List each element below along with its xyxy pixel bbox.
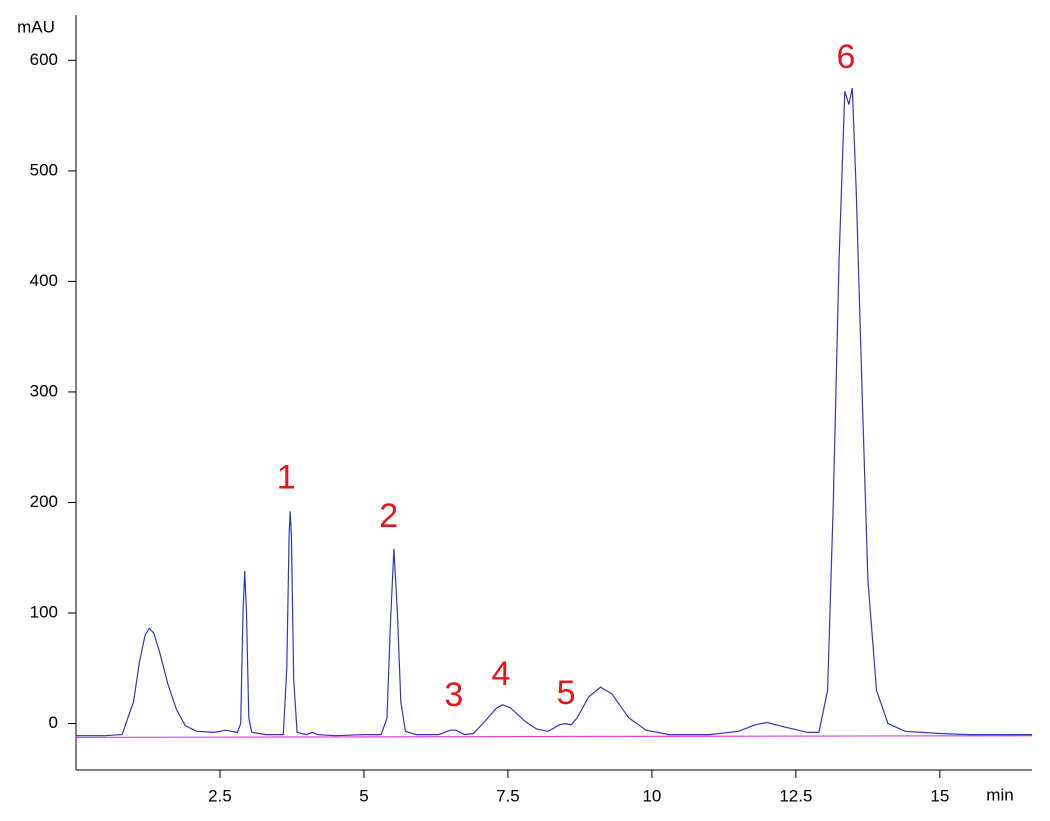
y-tick-label: 500 bbox=[30, 160, 58, 179]
y-tick-label: 0 bbox=[49, 713, 58, 732]
peak-label: 6 bbox=[837, 38, 856, 76]
y-tick-label: 600 bbox=[30, 50, 58, 69]
y-axis-label: mAU bbox=[17, 17, 55, 36]
x-tick-label: 5 bbox=[359, 786, 368, 805]
peak-label: 4 bbox=[492, 655, 511, 693]
x-tick-label: 2.5 bbox=[208, 786, 232, 805]
y-tick-label: 200 bbox=[30, 492, 58, 511]
peak-label: 5 bbox=[557, 674, 576, 712]
x-tick-label: 10 bbox=[642, 786, 661, 805]
y-tick-label: 300 bbox=[30, 381, 58, 400]
peak-label: 2 bbox=[379, 497, 398, 535]
y-tick-label: 400 bbox=[30, 271, 58, 290]
x-tick-label: 12.5 bbox=[779, 786, 812, 805]
trace bbox=[75, 735, 1033, 738]
x-tick-label: 15 bbox=[930, 786, 949, 805]
y-tick-label: 100 bbox=[30, 603, 58, 622]
x-axis-label: min bbox=[986, 785, 1013, 804]
peak-label: 3 bbox=[444, 676, 463, 714]
peak-label: 1 bbox=[277, 458, 296, 496]
trace bbox=[76, 87, 1032, 737]
x-tick-label: 7.5 bbox=[496, 786, 520, 805]
